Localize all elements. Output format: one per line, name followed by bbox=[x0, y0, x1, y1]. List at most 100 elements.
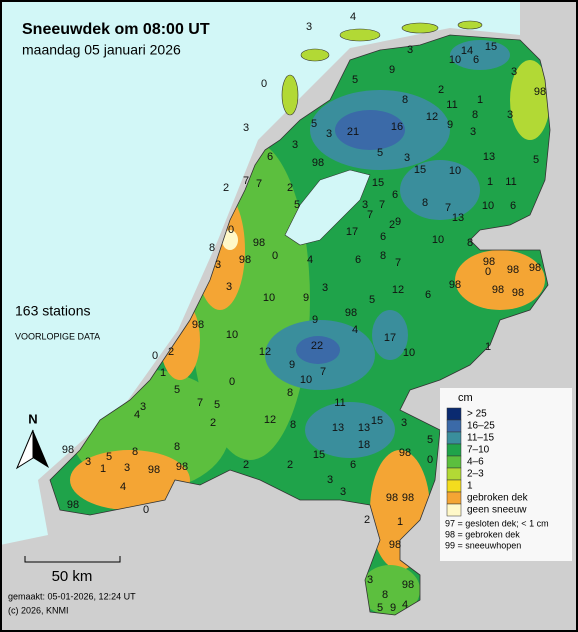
station-value: 98 bbox=[492, 284, 504, 296]
station-value: 6 bbox=[425, 289, 431, 301]
station-value: 5 bbox=[533, 154, 539, 166]
station-value: 10 bbox=[263, 292, 275, 304]
station-value: 2 bbox=[287, 459, 293, 471]
subtitle: maandag 05 januari 2026 bbox=[22, 42, 181, 58]
station-value: 3 bbox=[401, 417, 407, 429]
station-value: 4 bbox=[134, 409, 140, 421]
station-value: 3 bbox=[215, 259, 221, 271]
station-value: 15 bbox=[485, 41, 497, 53]
station-count: 163 stations bbox=[15, 303, 91, 319]
station-value: 98 bbox=[483, 256, 495, 268]
station-value: 5 bbox=[214, 399, 220, 411]
station-value: 8 bbox=[380, 250, 386, 262]
legend-label: 11–15 bbox=[467, 433, 495, 444]
station-value: 13 bbox=[332, 422, 344, 434]
legend-swatch bbox=[446, 467, 462, 481]
legend-unit: cm bbox=[458, 392, 473, 404]
station-value: 6 bbox=[392, 189, 398, 201]
station-value: 10 bbox=[300, 374, 312, 386]
station-value: 9 bbox=[389, 64, 395, 76]
station-value: 7 bbox=[320, 366, 326, 378]
station-value: 5 bbox=[106, 451, 112, 463]
station-value: 8 bbox=[402, 94, 408, 106]
legend-label: gebroken dek bbox=[467, 493, 529, 504]
station-value: 10 bbox=[226, 329, 238, 341]
station-value: 3 bbox=[140, 401, 146, 413]
station-value: 7 bbox=[395, 257, 401, 269]
station-value: 2 bbox=[243, 459, 249, 471]
station-value: 5 bbox=[311, 118, 317, 130]
station-value: 3 bbox=[124, 462, 130, 474]
station-value: 9 bbox=[289, 359, 295, 371]
station-value: 11 bbox=[505, 176, 516, 188]
legend-label: 2–3 bbox=[467, 469, 484, 480]
station-value: 8 bbox=[467, 237, 473, 249]
station-value: 8 bbox=[472, 109, 478, 121]
station-value: 10 bbox=[449, 165, 461, 177]
legend-label: geen sneeuw bbox=[467, 505, 527, 516]
station-value: 5 bbox=[369, 294, 375, 306]
station-value: 9 bbox=[303, 292, 309, 304]
station-value: 11 bbox=[334, 397, 345, 409]
station-value: 8 bbox=[174, 441, 180, 453]
station-value: 14 bbox=[461, 45, 473, 57]
station-value: 6 bbox=[350, 459, 356, 471]
station-value: 6 bbox=[380, 231, 386, 243]
station-value: 5 bbox=[294, 199, 300, 211]
station-value: 5 bbox=[352, 74, 358, 86]
station-value: 6 bbox=[510, 200, 516, 212]
station-value: 98 bbox=[176, 461, 188, 473]
station-value: 8 bbox=[209, 242, 215, 254]
station-value: 98 bbox=[239, 254, 251, 266]
station-value: 3 bbox=[367, 574, 373, 586]
station-value: 5 bbox=[377, 147, 383, 159]
scale-bar bbox=[24, 556, 121, 563]
legend-bg bbox=[440, 388, 572, 561]
station-value: 5 bbox=[427, 434, 433, 446]
station-value: 9 bbox=[312, 314, 318, 326]
station-value: 15 bbox=[414, 164, 426, 176]
station-value: 8 bbox=[382, 589, 388, 601]
station-value: 2 bbox=[438, 84, 444, 96]
station-value: 3 bbox=[407, 44, 413, 56]
station-value: 3 bbox=[326, 128, 332, 140]
legend-label: 16–25 bbox=[467, 421, 495, 432]
station-value: 2 bbox=[223, 182, 229, 194]
station-value: 22 bbox=[311, 340, 323, 352]
station-value: 3 bbox=[327, 474, 333, 486]
station-value: 1 bbox=[487, 176, 493, 188]
legend-swatch bbox=[446, 431, 462, 445]
station-value: 3 bbox=[292, 139, 298, 151]
station-value: 98 bbox=[529, 262, 541, 274]
station-value: 0 bbox=[427, 454, 433, 466]
station-value: 12 bbox=[259, 346, 271, 358]
station-value: 12 bbox=[392, 284, 404, 296]
station-value: 2 bbox=[168, 346, 174, 358]
station-value: 7 bbox=[367, 209, 373, 221]
station-value: 9 bbox=[390, 602, 396, 614]
legend-note: 98 = gebroken dek bbox=[445, 529, 520, 539]
station-value: 0 bbox=[272, 250, 278, 262]
station-value: 7 bbox=[197, 397, 203, 409]
station-value: 17 bbox=[346, 226, 358, 238]
station-value: 16 bbox=[391, 121, 403, 133]
legend-swatch bbox=[446, 455, 462, 469]
station-value: 98 bbox=[534, 86, 546, 98]
station-value: 3 bbox=[511, 66, 517, 78]
legend-swatch bbox=[446, 443, 462, 457]
station-value: 21 bbox=[347, 126, 359, 138]
station-value: 1 bbox=[477, 94, 483, 106]
station-value: 3 bbox=[340, 486, 346, 498]
legend-swatch bbox=[446, 503, 462, 517]
station-value: 2 bbox=[210, 417, 216, 429]
station-value: 8 bbox=[290, 419, 296, 431]
made: gemaakt: 05-01-2026, 12:24 UT bbox=[8, 591, 136, 601]
station-value: 3 bbox=[226, 281, 232, 293]
station-value: 0 bbox=[143, 504, 149, 516]
station-value: 2 bbox=[287, 182, 293, 194]
station-value: 7 bbox=[379, 199, 385, 211]
station-value: 4 bbox=[352, 324, 358, 336]
station-value: 9 bbox=[447, 119, 453, 131]
